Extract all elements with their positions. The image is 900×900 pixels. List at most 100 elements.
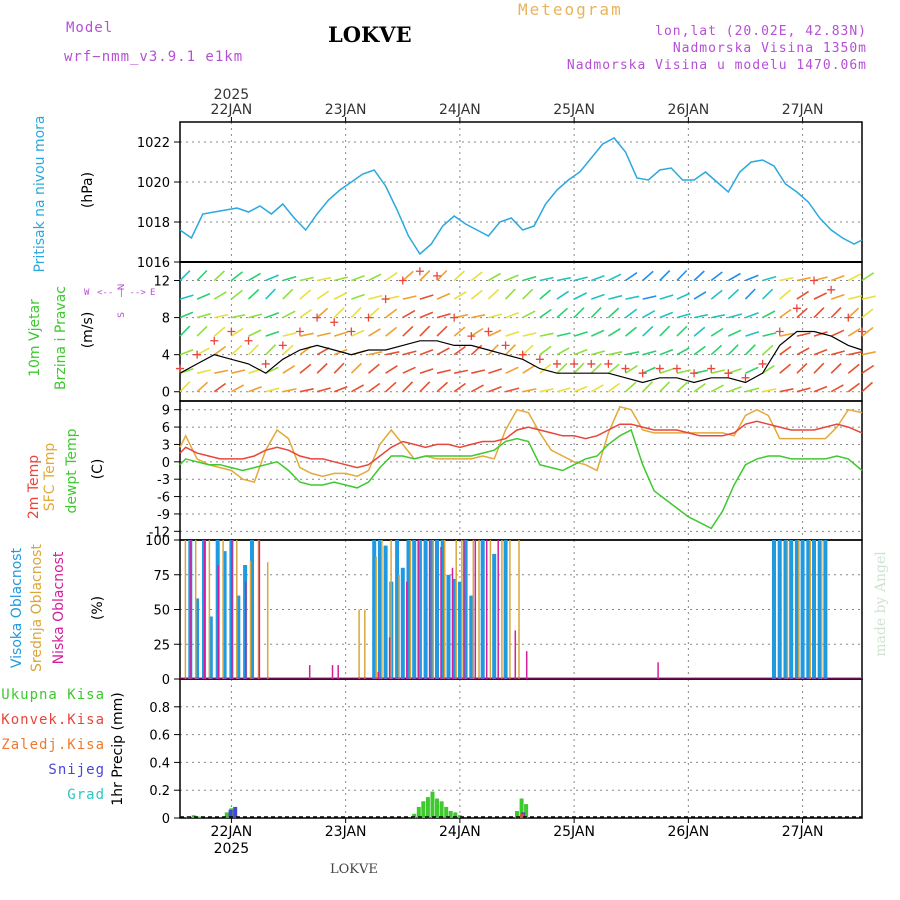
wind-barb	[282, 388, 297, 393]
wind-barb	[419, 325, 431, 337]
wind-barb	[470, 384, 484, 393]
gust-marker	[261, 359, 270, 368]
wind-barb	[556, 362, 568, 374]
precip-bar	[448, 811, 453, 818]
wind-barb	[231, 369, 246, 374]
y-tick-label: 50	[153, 604, 170, 619]
wind-barb	[693, 345, 706, 356]
y-tick-label: 0.4	[149, 756, 170, 771]
wind-barb	[539, 332, 554, 337]
wind-barb	[608, 351, 623, 356]
wind-barb	[556, 387, 571, 393]
year-label-top: 2025	[214, 87, 250, 103]
wind-barb	[316, 362, 328, 374]
wind-barb	[796, 290, 810, 300]
wind-barb	[830, 307, 842, 319]
wind-barb	[385, 308, 398, 319]
wind-barb	[436, 313, 451, 319]
precip-bar	[197, 816, 202, 818]
wind-barb	[470, 289, 483, 300]
wind-barb	[402, 381, 414, 393]
precip-legend-frz: Zaledj.Kisa	[1, 737, 105, 753]
gust-marker	[604, 359, 613, 368]
wind-barb	[453, 382, 466, 393]
cloud-bar-high	[406, 540, 411, 679]
wind-barb	[848, 351, 863, 356]
date-label-top: 25JAN	[553, 102, 595, 118]
y-tick-label: 6	[162, 421, 170, 436]
wind-barb	[436, 292, 451, 300]
cloud-bar-high	[492, 553, 497, 679]
panel-frame	[179, 678, 863, 819]
altitude: Nadmorska Visina 1350m	[672, 41, 867, 56]
wind-barb	[642, 310, 656, 319]
wind-barb	[624, 381, 637, 393]
compass-cross-icon: <-- | -->	[97, 288, 146, 298]
compass-e: E	[150, 288, 156, 298]
wind-barb	[367, 307, 380, 319]
precip-bar	[416, 806, 421, 818]
wind-barb	[299, 363, 312, 374]
cloud-bar-high	[777, 540, 782, 679]
wind-barb	[522, 332, 537, 337]
wind-barb	[282, 310, 296, 319]
wind-barb	[419, 348, 434, 356]
wind-barb	[591, 293, 605, 300]
gust-marker	[364, 313, 373, 322]
wind-barb	[487, 288, 500, 300]
precip-bar	[191, 815, 196, 818]
precip-legend-snow: Snijeg	[48, 762, 105, 778]
cloud-bar-high	[435, 540, 439, 679]
wind-barb	[796, 276, 811, 282]
y-tick-label: 0.2	[149, 784, 170, 799]
cloud-bar-high	[806, 540, 811, 679]
gust-marker	[570, 359, 579, 368]
wind-barb	[196, 381, 209, 393]
wind-barb	[539, 388, 554, 393]
y-tick-label: 75	[153, 569, 170, 584]
wind-barb	[368, 294, 383, 300]
wind-barb	[779, 289, 792, 300]
wind-barb	[728, 368, 742, 374]
wind-barb	[710, 289, 723, 300]
wind-barb	[179, 270, 191, 282]
gust-marker	[587, 359, 596, 368]
wind-barb	[351, 293, 365, 300]
wind-barb	[779, 332, 794, 337]
gust-marker	[193, 350, 202, 359]
wind-barb	[385, 326, 398, 337]
wind-barb	[196, 269, 208, 282]
wind-barb	[693, 270, 705, 282]
wind-barb	[214, 369, 229, 374]
wind-barb	[796, 307, 808, 319]
precip-bar	[425, 797, 430, 818]
wind-barb	[230, 289, 243, 300]
gust-marker	[552, 359, 561, 368]
wind-barb	[693, 326, 706, 337]
wind-barb	[488, 385, 502, 393]
wind-barb	[659, 311, 674, 319]
wind-barb	[402, 309, 416, 319]
cloud-bar-high	[457, 581, 462, 679]
precip-legend-total: Ukupna Kisa	[1, 687, 105, 703]
wind-barb	[316, 276, 331, 282]
wind-barb	[813, 348, 828, 356]
y-tick-label: 1020	[137, 176, 170, 191]
wind-barb	[625, 295, 640, 300]
cloud-bar-high	[794, 540, 799, 679]
wind-barb	[248, 272, 262, 282]
wind-barb	[385, 351, 400, 356]
cloud-bar-high	[440, 540, 445, 679]
wind-barb	[402, 366, 416, 374]
wind-barb	[573, 331, 588, 337]
date-label-bottom: 24JAN	[439, 824, 481, 840]
precip-legend-hail: Grad	[67, 787, 105, 803]
wind-barb	[470, 271, 483, 282]
y-tick-label: 0	[162, 456, 170, 471]
y-tick-label: 9	[162, 404, 170, 419]
wind-barb	[282, 332, 297, 337]
wind-barb	[282, 365, 296, 374]
wind-barb	[282, 275, 297, 282]
wind-barb	[711, 314, 726, 319]
wind-barb	[745, 274, 759, 282]
